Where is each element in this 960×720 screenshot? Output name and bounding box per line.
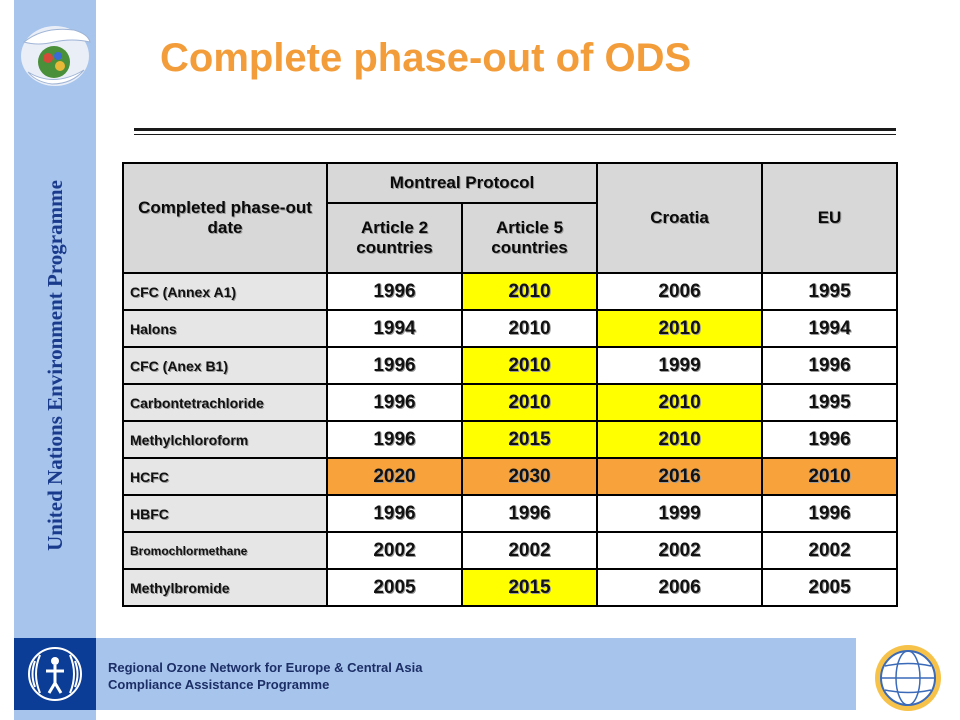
table-row: Methylchloroform 1996 2015 2010 1996 bbox=[123, 421, 897, 458]
cell-croatia: 2010 bbox=[597, 310, 762, 347]
cell-art2: 1996 bbox=[327, 495, 462, 532]
header-article-5: Article 5 countries bbox=[462, 203, 597, 273]
cell-eu: 2005 bbox=[762, 569, 897, 606]
cell-croatia: 2010 bbox=[597, 384, 762, 421]
cell-art5: 1996 bbox=[462, 495, 597, 532]
row-label: HCFC bbox=[123, 458, 327, 495]
footer-line-1: Regional Ozone Network for Europe & Cent… bbox=[108, 659, 422, 676]
cell-eu: 1995 bbox=[762, 384, 897, 421]
table-row: Carbontetrachloride 1996 2010 2010 1995 bbox=[123, 384, 897, 421]
row-label: CFC (Anex B1) bbox=[123, 347, 327, 384]
cell-croatia: 2010 bbox=[597, 421, 762, 458]
ozone-globe-icon bbox=[860, 640, 956, 716]
footer-line-2: Compliance Assistance Programme bbox=[108, 676, 422, 693]
footer-text: Regional Ozone Network for Europe & Cent… bbox=[108, 659, 422, 693]
cell-art5: 2010 bbox=[462, 273, 597, 310]
cell-eu: 2010 bbox=[762, 458, 897, 495]
cell-croatia: 1999 bbox=[597, 347, 762, 384]
header-croatia: Croatia bbox=[597, 163, 762, 273]
row-label: CFC (Annex A1) bbox=[123, 273, 327, 310]
cell-eu: 1996 bbox=[762, 421, 897, 458]
cell-art2: 2005 bbox=[327, 569, 462, 606]
table-row: HCFC 2020 2030 2016 2010 bbox=[123, 458, 897, 495]
cell-art2: 2020 bbox=[327, 458, 462, 495]
cell-art5: 2030 bbox=[462, 458, 597, 495]
table-row: CFC (Anex B1) 1996 2010 1999 1996 bbox=[123, 347, 897, 384]
header-eu: EU bbox=[762, 163, 897, 273]
cell-croatia: 2006 bbox=[597, 273, 762, 310]
row-label: Methylbromide bbox=[123, 569, 327, 606]
cell-eu: 2002 bbox=[762, 532, 897, 569]
row-label: Bromochlormethane bbox=[123, 532, 327, 569]
cell-eu: 1996 bbox=[762, 347, 897, 384]
unep-logo-icon bbox=[14, 638, 96, 710]
phaseout-table: Completed phase-out date Montreal Protoc… bbox=[122, 162, 898, 607]
row-label: Methylchloroform bbox=[123, 421, 327, 458]
cell-art2: 1996 bbox=[327, 273, 462, 310]
cell-art5: 2015 bbox=[462, 421, 597, 458]
cell-art5: 2010 bbox=[462, 310, 597, 347]
cell-art2: 1994 bbox=[327, 310, 462, 347]
cell-art2: 1996 bbox=[327, 347, 462, 384]
cell-art2: 2002 bbox=[327, 532, 462, 569]
cell-croatia: 2006 bbox=[597, 569, 762, 606]
table-row: CFC (Annex A1) 1996 2010 2006 1995 bbox=[123, 273, 897, 310]
row-label: HBFC bbox=[123, 495, 327, 532]
vertical-org-label: United Nations Environment Programme bbox=[43, 180, 68, 551]
table-row: Halons 1994 2010 2010 1994 bbox=[123, 310, 897, 347]
cell-eu: 1994 bbox=[762, 310, 897, 347]
cell-art5: 2010 bbox=[462, 347, 597, 384]
cell-art2: 1996 bbox=[327, 384, 462, 421]
cell-art5: 2015 bbox=[462, 569, 597, 606]
table-row: Methylbromide 2005 2015 2006 2005 bbox=[123, 569, 897, 606]
table-row: HBFC 1996 1996 1999 1996 bbox=[123, 495, 897, 532]
title-divider-thin bbox=[134, 134, 896, 135]
header-completed-date: Completed phase-out date bbox=[123, 163, 327, 273]
vertical-org-name: United Nations Environment Programme bbox=[14, 100, 96, 630]
row-label: Halons bbox=[123, 310, 327, 347]
globe-hands-icon bbox=[14, 12, 96, 92]
cell-croatia: 1999 bbox=[597, 495, 762, 532]
cell-eu: 1995 bbox=[762, 273, 897, 310]
cell-croatia: 2002 bbox=[597, 532, 762, 569]
cell-art2: 1996 bbox=[327, 421, 462, 458]
header-montreal-protocol: Montreal Protocol bbox=[327, 163, 597, 203]
cell-eu: 1996 bbox=[762, 495, 897, 532]
header-article-2: Article 2 countries bbox=[327, 203, 462, 273]
cell-croatia: 2016 bbox=[597, 458, 762, 495]
cell-art5: 2002 bbox=[462, 532, 597, 569]
table-row: Bromochlormethane 2002 2002 2002 2002 bbox=[123, 532, 897, 569]
page-title: Complete phase-out of ODS bbox=[160, 36, 691, 81]
title-divider bbox=[134, 128, 896, 131]
row-label: Carbontetrachloride bbox=[123, 384, 327, 421]
cell-art5: 2010 bbox=[462, 384, 597, 421]
